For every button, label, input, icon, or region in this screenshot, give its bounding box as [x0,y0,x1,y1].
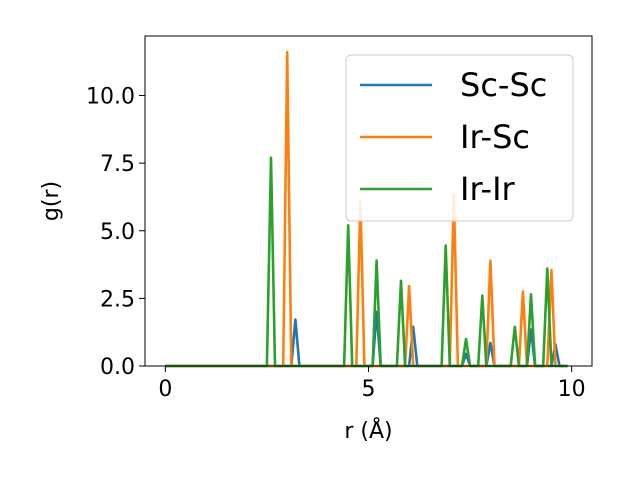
x-axis: 0 5 10 [158,366,586,402]
legend-label-ir-ir: Ir-Ir [460,170,516,208]
y-tick-label: 10.0 [86,85,135,110]
y-tick-label: 2.5 [100,287,135,312]
x-tick-label: 0 [158,377,172,402]
legend-label-ir-sc: Ir-Sc [460,118,530,156]
series-line-sc-sc [165,310,568,368]
x-axis-label: r (Å) [344,417,392,444]
y-tick-label: 7.5 [100,152,135,177]
x-tick-label: 10 [558,377,586,402]
legend: Sc-Sc Ir-Sc Ir-Ir [345,54,574,222]
legend-box [345,54,574,222]
y-axis-label: g(r) [39,181,64,221]
legend-label-sc-sc: Sc-Sc [460,66,547,104]
y-tick-label: 0.0 [100,355,135,380]
x-tick-label: 5 [362,377,376,402]
y-tick-label: 5.0 [100,220,135,245]
y-axis: 0.0 2.5 5.0 7.5 10.0 [86,85,145,380]
